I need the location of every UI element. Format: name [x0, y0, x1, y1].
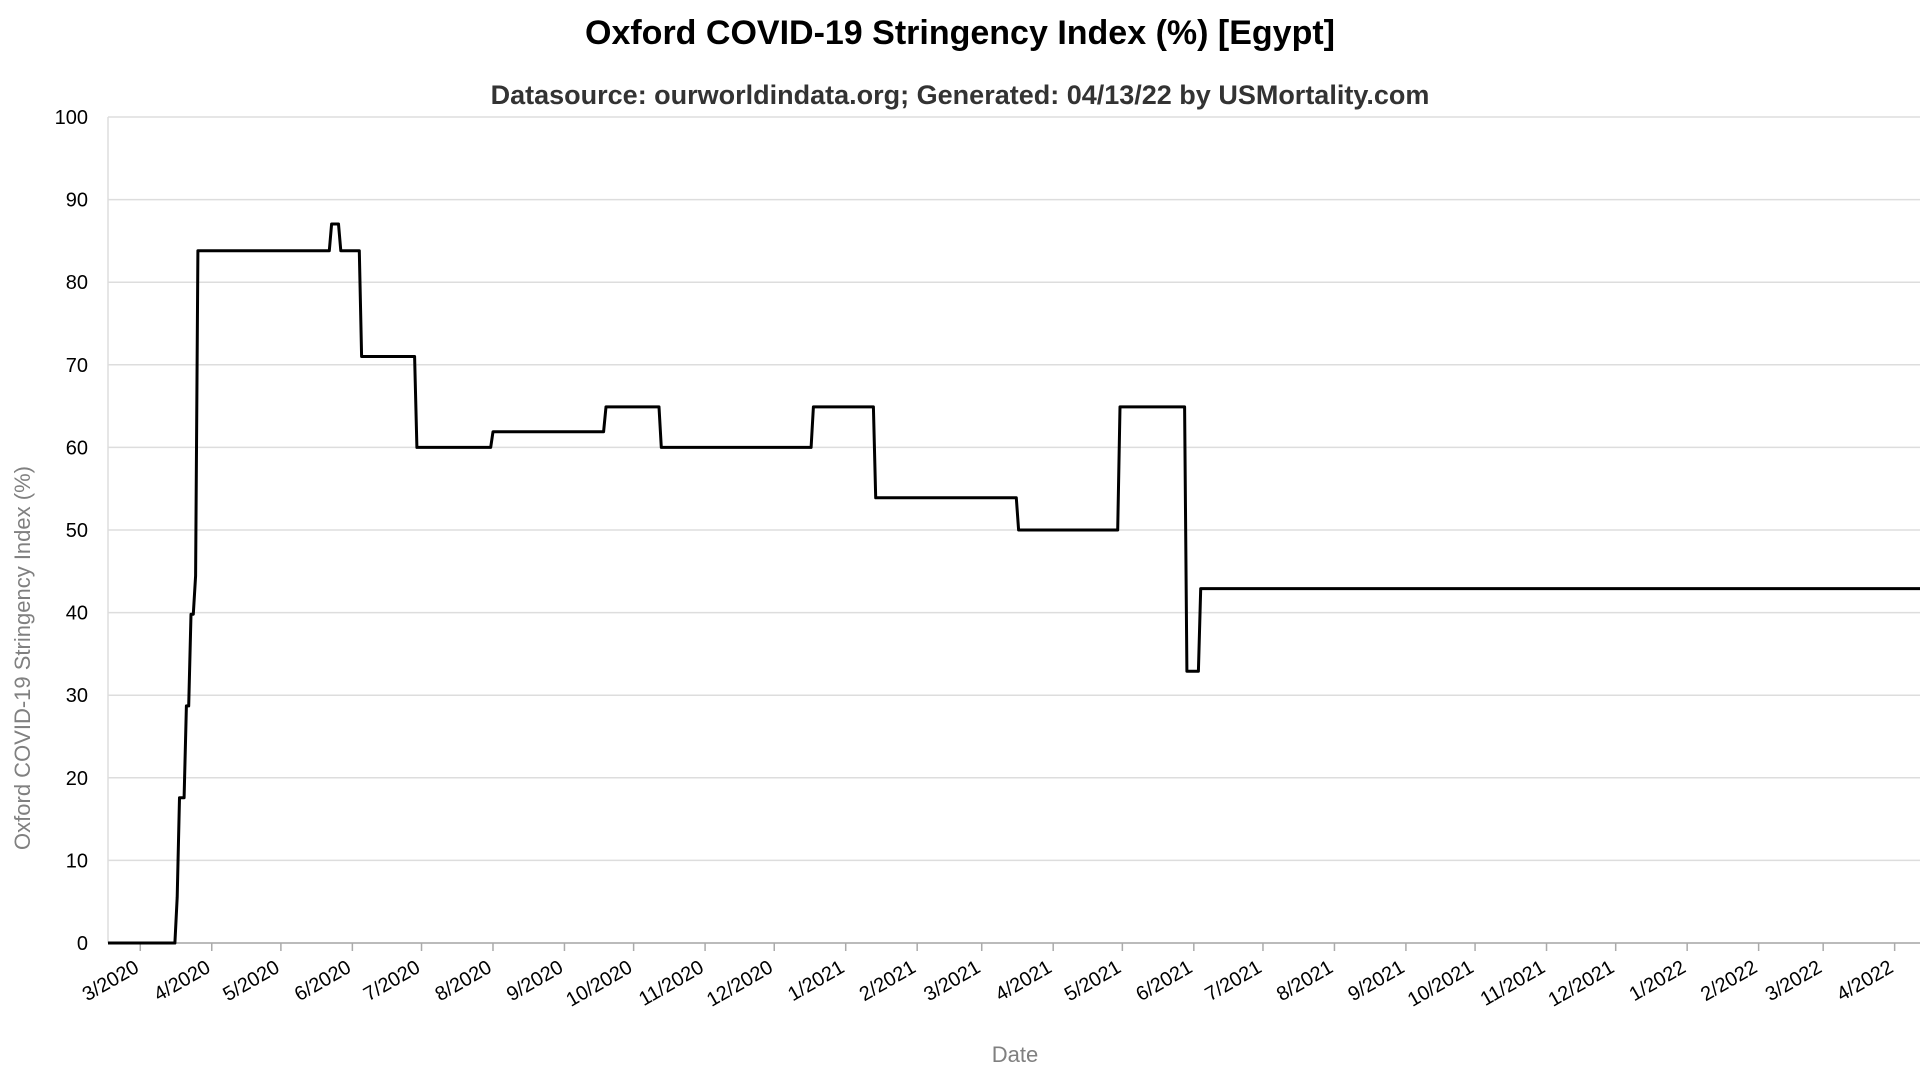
- x-tick-label: 10/2021: [1404, 956, 1478, 1011]
- x-tick-label: 6/2021: [1132, 956, 1196, 1006]
- y-tick-label: 0: [77, 933, 88, 955]
- x-tick-label: 4/2020: [150, 956, 214, 1006]
- x-tick-label: 11/2021: [1477, 956, 1549, 1010]
- x-tick-label: 7/2021: [1202, 956, 1266, 1006]
- x-tick-label: 5/2020: [219, 956, 283, 1006]
- x-tick-label: 3/2021: [920, 956, 984, 1006]
- y-tick-label: 80: [66, 272, 88, 294]
- x-tick-label: 1/2022: [1626, 956, 1690, 1006]
- x-tick-label: 9/2021: [1344, 956, 1408, 1006]
- x-tick-label: 8/2021: [1273, 956, 1337, 1006]
- x-tick-label: 7/2020: [360, 956, 424, 1006]
- y-tick-label: 70: [66, 355, 88, 377]
- chart-subtitle: Datasource: ourworldindata.org; Generate…: [490, 80, 1430, 110]
- x-axis-title: Date: [992, 1042, 1038, 1067]
- x-tick-label: 12/2020: [703, 956, 777, 1011]
- x-tick-label: 1/2021: [784, 956, 848, 1006]
- y-tick-label: 50: [66, 520, 88, 542]
- x-tick-label: 9/2020: [503, 956, 567, 1006]
- axis-layer: 0 10 20 30 40 50 60 70 80 90 100 3/2020 4/2020 5/2020…: [55, 107, 1920, 1011]
- y-tick-label: 30: [66, 685, 88, 707]
- grid-layer: [108, 116, 1920, 944]
- x-tick-label: 6/2020: [291, 956, 355, 1006]
- x-tick-label: 3/2020: [79, 956, 143, 1006]
- x-tick-label: 3/2022: [1762, 956, 1826, 1006]
- y-tick-label: 100: [55, 107, 88, 129]
- series-line: [108, 222, 1920, 945]
- chart-title: Oxford COVID-19 Stringency Index (%) [Eg…: [585, 14, 1335, 52]
- x-tick-label: 2/2022: [1697, 956, 1761, 1006]
- x-tick-label: 8/2020: [432, 956, 496, 1006]
- x-tick-label: 10/2020: [563, 956, 637, 1011]
- x-tick-label: 11/2020: [635, 956, 707, 1010]
- x-tick-label: 12/2021: [1545, 956, 1619, 1011]
- y-tick-label: 10: [66, 850, 88, 872]
- y-tick-label: 90: [66, 190, 88, 212]
- x-tick-label: 5/2021: [1061, 956, 1125, 1006]
- y-tick-label: 40: [66, 603, 88, 625]
- y-tick-label: 60: [66, 437, 88, 459]
- x-tick-label: 2/2021: [856, 956, 920, 1006]
- x-tick-label: 4/2021: [992, 956, 1056, 1006]
- y-tick-label: 20: [66, 768, 88, 790]
- y-axis-title: Oxford COVID-19 Stringency Index (%): [10, 466, 35, 850]
- x-tick-label: 4/2022: [1833, 956, 1897, 1006]
- series-layer: [108, 222, 1920, 945]
